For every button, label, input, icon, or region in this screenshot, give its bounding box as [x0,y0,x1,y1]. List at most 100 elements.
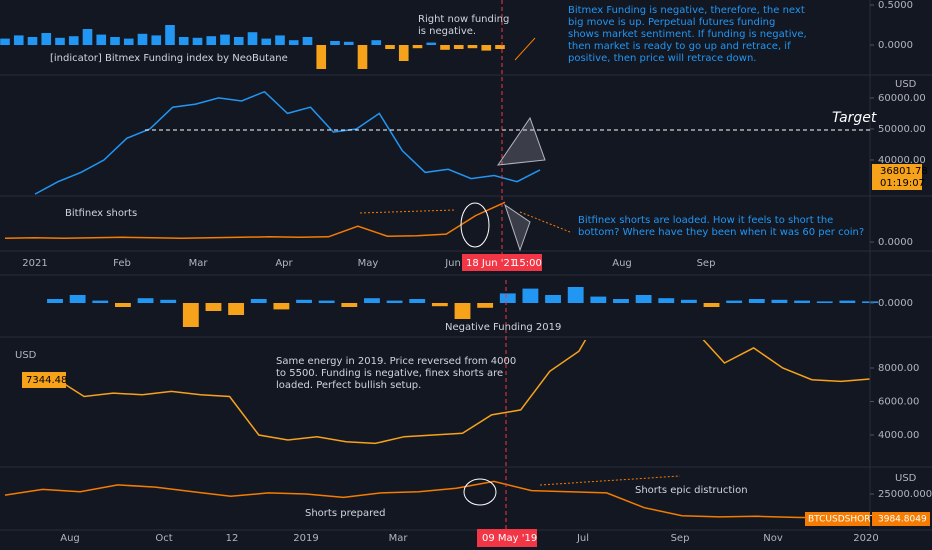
x-tick-label: 12 [226,533,239,544]
bar [123,38,134,45]
y-tick-label: 4000.00 [878,430,919,441]
caption: [indicator] Bitmex Funding index by NeoB… [50,53,288,64]
note: to 5500. Funding is negative, finex shor… [276,368,503,379]
x-tick-label: Apr [275,258,293,269]
bar [137,33,148,45]
bar [68,36,79,45]
y-tick-label: 0.0000 [878,40,913,51]
series-line [54,340,870,445]
note: then market is ready to go up and retrac… [568,41,791,52]
y-tick-label: 0.0000 [878,237,913,248]
bar [453,45,464,49]
target-label: Target [832,110,877,126]
bar [499,293,516,303]
bar [431,303,448,307]
symbol-box [805,512,870,526]
caption: Bitfinex shorts [65,208,137,219]
y-tick-label: 6000.00 [878,396,919,407]
price-box [22,372,66,388]
series-line [4,201,506,240]
bar [69,295,86,303]
bar [220,34,230,45]
y-tick-label: 0.5000 [878,0,913,11]
drawing [496,116,546,166]
bar [182,303,199,327]
bar [275,35,285,45]
x-tick-label: Oct [155,533,172,544]
x-tick-label: Sep [671,533,690,544]
time-axis: 2021 Feb Mar Apr May Jun Aug Sep [22,258,715,269]
symbol-value: 3984.8049 [878,515,927,525]
note: shows market sentiment. If funding is ne… [568,29,807,40]
bar [590,296,607,303]
bar [613,299,629,303]
bar [27,37,38,45]
note: loaded. Perfect bullish setup. [276,380,421,391]
series-line [34,90,541,195]
bar [816,301,833,303]
bar [0,38,10,45]
bar [296,299,312,303]
bar [748,299,765,303]
bar [567,287,584,303]
x-tick-label: Nov [763,533,783,544]
bar [522,288,539,303]
bar [385,45,395,49]
drawing [504,203,531,252]
bar [440,45,450,50]
bar [680,299,697,303]
bar [205,303,222,311]
y-tick-label: 0.0000 [878,298,913,309]
bar [233,37,244,45]
bar [247,32,258,45]
unit: USD [15,350,37,361]
bar [288,40,299,45]
x-tick-label: Mar [189,258,209,269]
bar [357,45,368,69]
bar [318,300,335,303]
bar [726,300,743,303]
bar [92,300,109,303]
bar [398,45,409,61]
y-tick-label: 25000.0000 [878,489,932,500]
x-tick-label: Jun [444,258,461,269]
highlight [460,202,490,248]
bar [206,36,217,45]
bar [330,41,340,45]
bar [703,303,720,307]
x-tick-label: Sep [697,258,716,269]
bar [364,298,380,303]
note: Shorts epic distruction [635,485,748,496]
bar [371,40,382,45]
bar [228,303,245,315]
y-tick-label: 40000.00 [878,155,926,166]
bar [41,33,52,45]
note: positive, then price will retrace down. [568,53,756,64]
price-box [872,164,922,190]
countdown: 01:19:07 [880,178,925,189]
bar [151,35,162,45]
bar [386,300,403,303]
cursor-box [462,254,542,271]
note: Bitmex Funding is negative, therefore, t… [568,5,805,16]
highlight [463,478,497,506]
bar [96,34,107,45]
bar [47,299,63,303]
x-tick-label: May [358,258,379,269]
x-tick-label: Jul [576,533,589,544]
series-line [4,480,870,519]
y-tick-label: 60000.00 [878,93,926,104]
x-tick-label: 2021 [22,258,47,269]
bar [82,29,93,45]
bar [771,299,788,303]
unit: USD [895,79,917,90]
cursor-box [477,529,537,547]
bar [250,299,267,303]
bar [481,45,492,51]
symbol: BTCUSDSHORTS [808,515,881,525]
bar [477,303,494,308]
x-tick-label: Feb [113,258,131,269]
last-price: 7344.48 [26,375,67,386]
bar [794,300,811,303]
